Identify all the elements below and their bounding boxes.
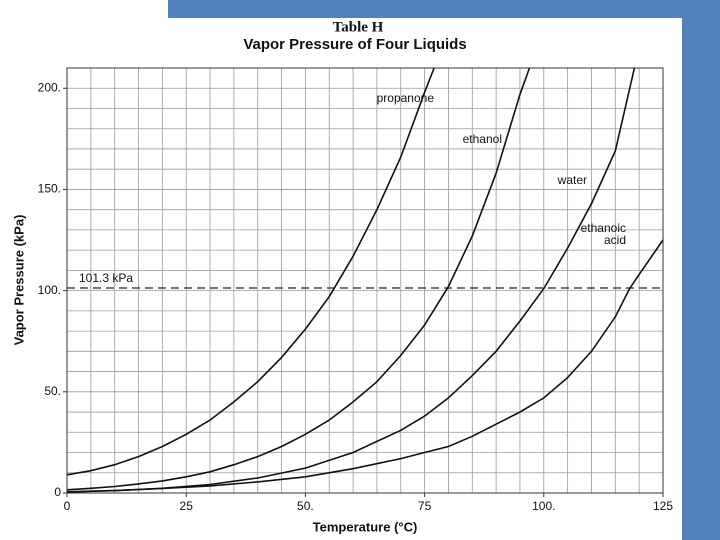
x-tick-label: 125 [653,499,673,513]
series-label: ethanol [462,132,502,146]
y-axis-label: Vapor Pressure (kPa) [11,215,26,346]
x-axis-label: Temperature (°C) [313,519,418,534]
curve [66,67,531,491]
curve [66,67,636,493]
y-tick-label: 50. [44,384,61,398]
x-tick-label: 0 [64,499,71,513]
curve [66,239,664,493]
slide-frame-top [168,0,720,18]
curve [66,67,435,476]
plot-frame [66,67,664,494]
series-label: propanone [376,91,434,105]
series-label: ethanoic acid [580,221,626,247]
slide-frame-right [682,0,720,540]
x-tick-label: 75 [418,499,432,513]
series-label: water [557,173,587,187]
y-tick-label: 0 [54,485,61,499]
chart-subtitle: Vapor Pressure of Four Liquids [243,36,466,53]
x-tick-label: 100. [532,499,555,513]
x-tick-label: 50. [297,499,314,513]
reference-label: 101.3 kPa [79,271,133,285]
y-tick-label: 200. [38,80,61,94]
y-tick-label: 100. [38,283,61,297]
chart-title: Table H [333,19,384,35]
x-tick-label: 25 [180,499,194,513]
y-tick-label: 150. [38,182,61,196]
